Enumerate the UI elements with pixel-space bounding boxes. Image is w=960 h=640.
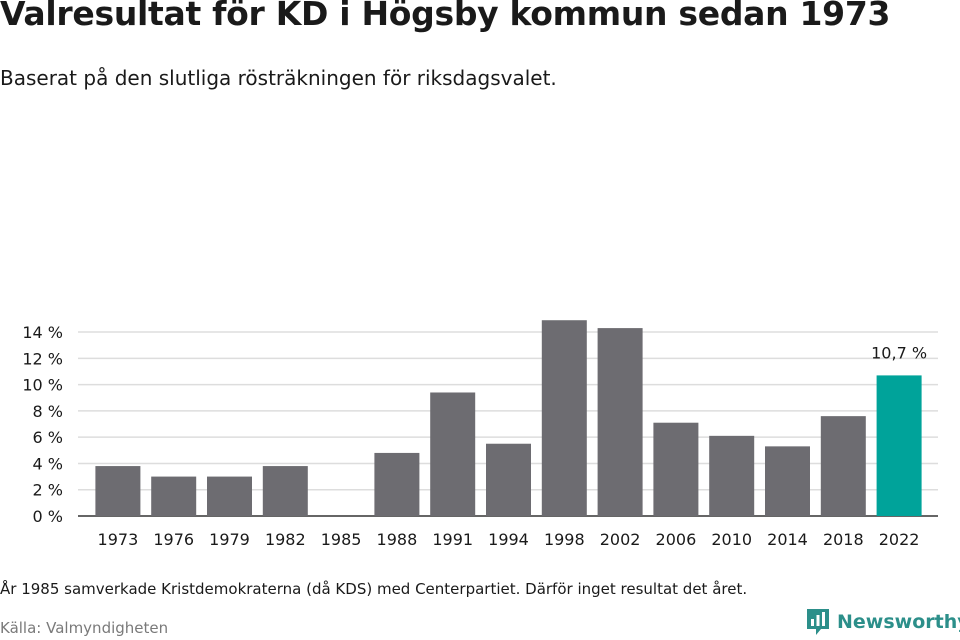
x-tick-label: 2014: [767, 530, 808, 549]
x-tick-label: 1979: [209, 530, 250, 549]
y-tick-label: 0 %: [33, 507, 63, 526]
bar-2002: [597, 328, 643, 516]
x-tick-label: 1991: [432, 530, 473, 549]
bar-2018: [820, 416, 866, 516]
x-tick-label: 1976: [153, 530, 194, 549]
x-tick-label: 1994: [488, 530, 529, 549]
x-tick-label: 1973: [98, 530, 139, 549]
chart-title: Valresultat för KD i Högsby kommun sedan…: [0, 0, 891, 33]
bar-1982: [262, 466, 308, 516]
x-tick-label: 1998: [544, 530, 585, 549]
data-label: 10,7 %: [871, 343, 927, 362]
x-tick-label: 2022: [879, 530, 920, 549]
bar-2014: [765, 446, 810, 516]
bar-1998: [541, 320, 587, 516]
newsworthy-logo[interactable]: Newsworthy: [805, 607, 960, 637]
source-credit: Källa: Valmyndigheten: [0, 619, 169, 637]
brand-name: Newsworthy: [837, 611, 960, 633]
x-tick-label: 2006: [656, 530, 697, 549]
y-tick-label: 14 %: [22, 323, 63, 342]
bar-2022: [876, 375, 922, 516]
y-tick-label: 8 %: [33, 402, 63, 421]
y-tick-label: 10 %: [22, 376, 63, 395]
bar-1973: [95, 466, 141, 516]
bar-2010: [709, 435, 755, 516]
bar-1991: [430, 392, 476, 516]
bar-1976: [151, 476, 197, 516]
newsworthy-logo-icon: [807, 609, 829, 635]
bar-1994: [486, 443, 531, 516]
x-tick-label: 2002: [600, 530, 641, 549]
x-tick-label: 2010: [711, 530, 752, 549]
x-tick-label: 1988: [377, 530, 418, 549]
chart-subtitle: Baserat på den slutliga rösträkningen fö…: [0, 66, 557, 90]
x-tick-label: 1985: [321, 530, 362, 549]
chart-footnote: År 1985 samverkade Kristdemokraterna (då…: [0, 580, 748, 598]
x-tick-label: 1982: [265, 530, 306, 549]
y-tick-label: 4 %: [33, 454, 63, 473]
bar-1988: [374, 452, 420, 516]
y-tick-label: 12 %: [22, 349, 63, 368]
y-tick-label: 6 %: [33, 428, 63, 447]
y-tick-label: 2 %: [33, 481, 63, 500]
bar-2006: [653, 422, 699, 516]
x-tick-label: 2018: [823, 530, 864, 549]
bar-1979: [207, 476, 252, 516]
bar-chart: 0 % 2 % 4 % 6 % 8 % 10 % 12 % 14 % 1973 1976 1979 1…: [22, 320, 938, 549]
